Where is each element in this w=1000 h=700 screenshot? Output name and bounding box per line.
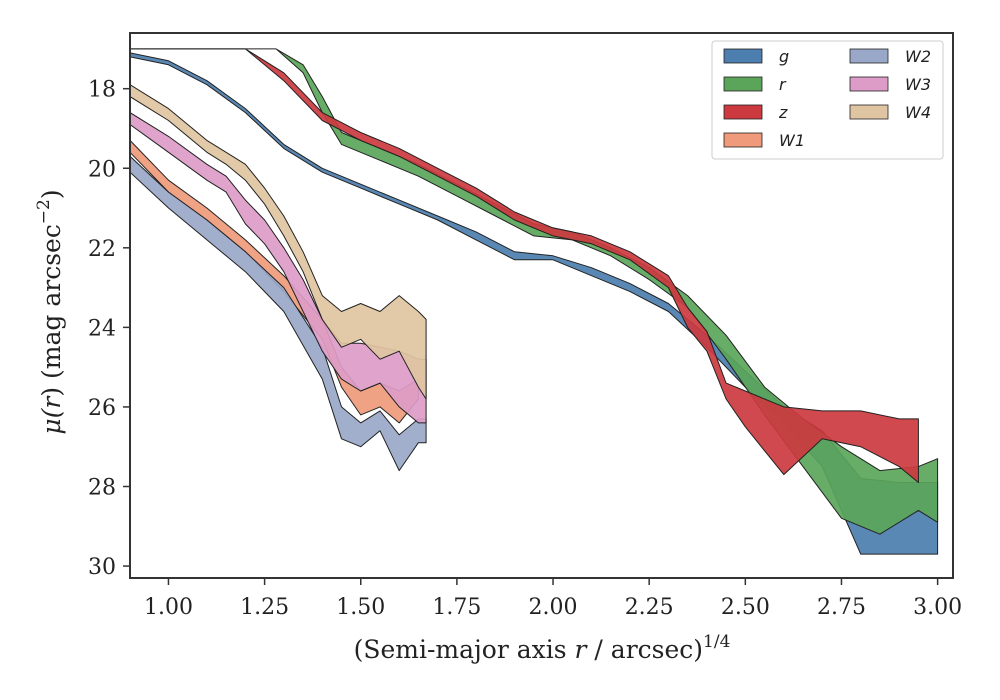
y-axis-label: μ(r) (mag arcsec−2) — [34, 189, 66, 434]
band-w4 — [130, 84, 427, 400]
plot-frame — [129, 32, 954, 579]
x-tick-label: 1.75 — [432, 595, 481, 620]
y-tick-label: 28 — [88, 476, 116, 501]
legend-swatch-w4 — [849, 104, 889, 120]
x-tick-label: 2.75 — [817, 595, 866, 620]
y-tick-label: 20 — [88, 157, 116, 182]
legend-label-w3: W3 — [905, 75, 931, 94]
legend-label-w4: W4 — [905, 103, 931, 122]
legend: grz W1 W2 W3 W4 — [711, 40, 944, 160]
legend-label-w1: W1 — [779, 131, 805, 150]
plot-bands — [130, 48, 939, 555]
legend-swatch-g — [723, 48, 763, 64]
legend-swatch-z — [723, 104, 763, 120]
x-tick-label: 1.00 — [144, 595, 193, 620]
y-tick-label: 18 — [88, 78, 116, 103]
legend-label-g: g — [779, 47, 789, 66]
legend-label-w2: W2 — [905, 47, 931, 66]
legend-box — [711, 40, 944, 160]
x-tick-label: 2.25 — [625, 595, 674, 620]
x-tick-label: 3.00 — [913, 595, 962, 620]
x-axis: 1.00 1.25 1.50 1.75 2.00 2.25 2.50 2.75 3.00 — [144, 578, 962, 620]
y-axis: 18 20 22 24 26 28 30 — [88, 78, 130, 580]
legend-swatch-w1 — [723, 132, 763, 148]
x-tick-label: 1.50 — [336, 595, 385, 620]
legend-swatch-w2 — [849, 48, 889, 64]
x-tick-label: 1.25 — [240, 595, 289, 620]
band-w2 — [130, 155, 427, 472]
legend-label-r: r — [779, 75, 787, 94]
legend-swatch-w3 — [849, 76, 889, 92]
x-axis-label: (Semi-major axis r / arcsec)1/4 — [354, 632, 731, 664]
band-w3 — [130, 112, 427, 424]
y-tick-label: 26 — [88, 396, 116, 421]
y-tick-label: 30 — [88, 555, 116, 580]
x-tick-label: 2.00 — [529, 595, 578, 620]
legend-label-z: z — [778, 103, 788, 122]
y-tick-label: 22 — [88, 237, 116, 262]
y-tick-label: 24 — [88, 316, 116, 341]
x-tick-label: 2.50 — [721, 595, 770, 620]
band-z — [130, 48, 919, 483]
legend-swatch-r — [723, 76, 763, 92]
